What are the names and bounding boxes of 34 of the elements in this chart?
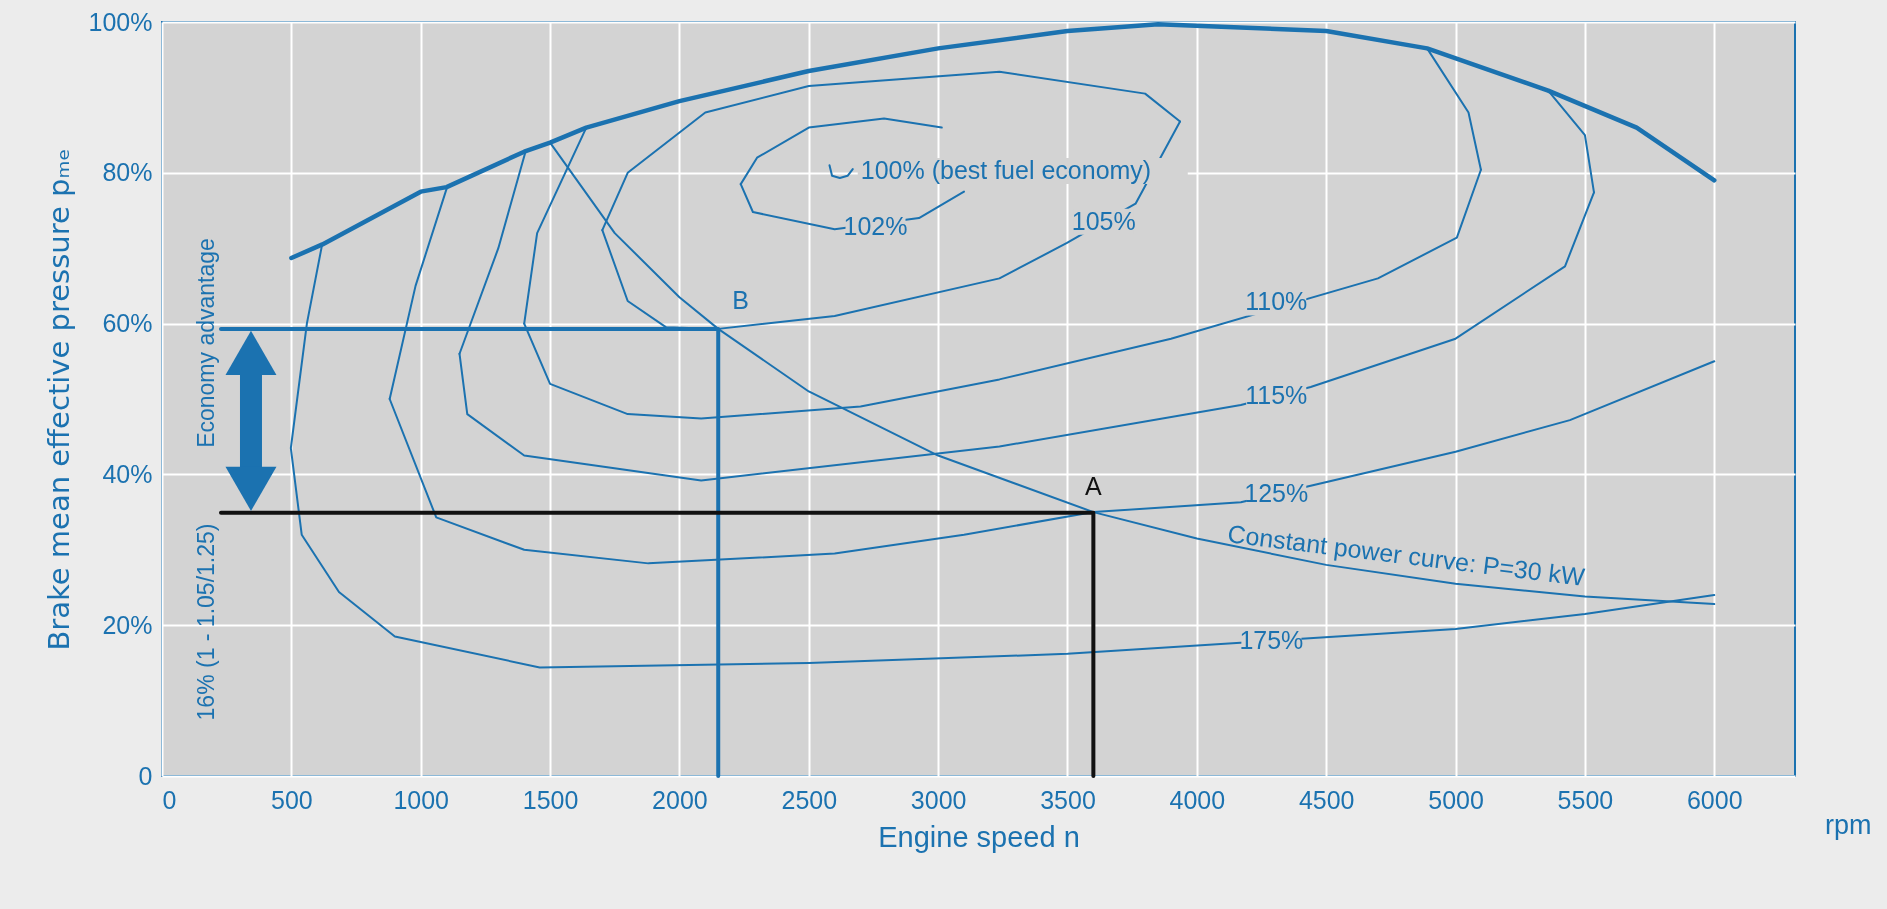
annotation: A xyxy=(1085,471,1103,500)
text: rpm xyxy=(1825,810,1872,840)
annotation: 16% (1 - 1.05/1.25) xyxy=(193,523,219,721)
x-tick-label: 1000 xyxy=(393,785,450,814)
y-tick-label: 60% xyxy=(102,309,153,338)
x-tick-label: 1500 xyxy=(522,785,579,814)
annotation: 102% xyxy=(843,212,908,241)
y-tick-label: 20% xyxy=(102,610,153,639)
x-tick-label: 4500 xyxy=(1298,785,1355,814)
annotation: Economy advantage xyxy=(193,238,219,448)
x-tick-label: 5500 xyxy=(1557,785,1614,814)
x-tick-label: 500 xyxy=(271,785,313,814)
x-tick-label: 5000 xyxy=(1428,785,1484,814)
x-tick-label: 3000 xyxy=(910,785,967,814)
annotation: Constant power curve: P=30 kW xyxy=(1226,519,1587,591)
x-tick-label: 3500 xyxy=(1040,785,1096,814)
x-tick-label: 2000 xyxy=(652,785,708,814)
x-tick-label: 0 xyxy=(162,785,177,814)
y-tick-label: 80% xyxy=(102,158,153,187)
y-axis-title: Brake mean effective pressure pₘₑ xyxy=(41,148,76,651)
y-tick-label: 0 xyxy=(138,761,153,790)
annotation: 125% xyxy=(1244,479,1309,507)
x-axis-title: Engine speed n xyxy=(878,820,1080,853)
x-tick-label: 4000 xyxy=(1169,785,1226,814)
annotation: 105% xyxy=(1071,206,1136,235)
x-tick-label: 2500 xyxy=(781,785,838,814)
y-tick-label: 40% xyxy=(102,459,153,488)
x-tick-label: 6000 xyxy=(1686,785,1743,814)
annotation: 175% xyxy=(1239,626,1304,655)
annotation: 100% (best fuel economy) xyxy=(860,156,1152,185)
annotation: 115% xyxy=(1245,380,1308,409)
annotation: 110% xyxy=(1245,287,1308,316)
y-tick-label: 100% xyxy=(88,7,153,36)
annotation: B xyxy=(732,285,749,314)
